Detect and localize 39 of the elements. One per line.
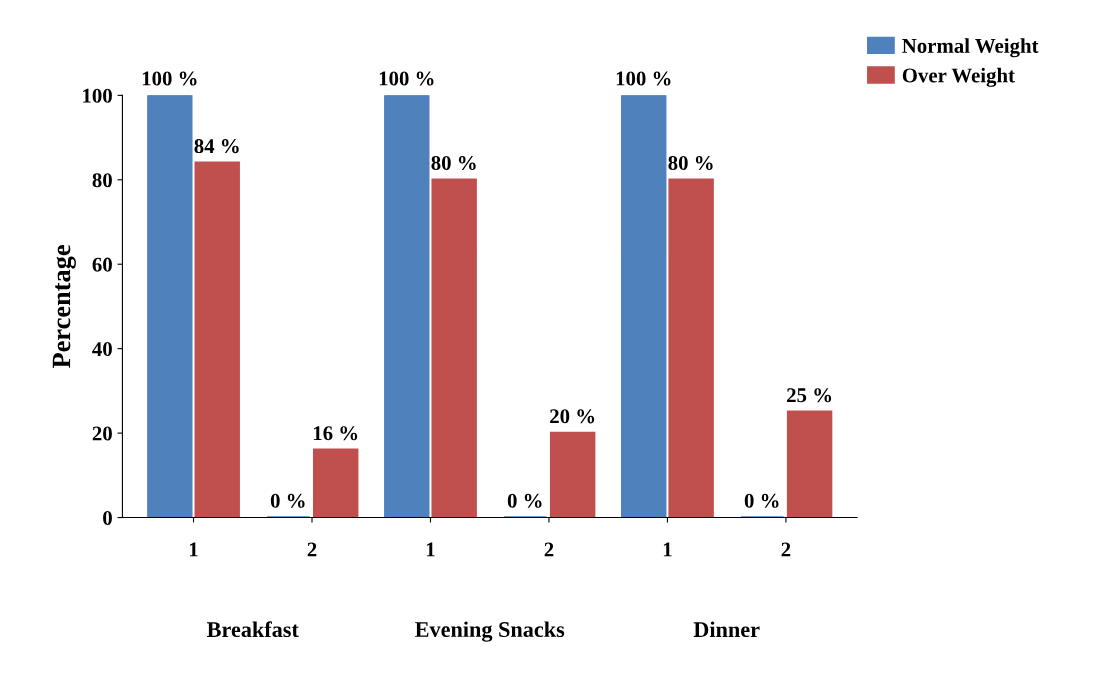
bar [147, 95, 193, 518]
bar [621, 95, 667, 518]
bar [431, 178, 477, 518]
bar [668, 178, 714, 518]
legend-label: Over Weight [902, 67, 1015, 87]
data-label: 84 % [194, 139, 239, 154]
text: Evening Snacks [415, 621, 565, 642]
text: Breakfast [207, 621, 299, 638]
data-label: 80 % [431, 155, 476, 171]
y-tick-label: 80 [92, 173, 112, 188]
data-label: 0 % [507, 493, 542, 508]
x-tick-label: 2 [544, 542, 554, 557]
bar [194, 161, 240, 518]
x-tick-label: 1 [426, 542, 435, 557]
data-label: 0 % [744, 493, 779, 508]
data-label: 100 % [379, 71, 434, 86]
x-tick-label: 2 [781, 542, 791, 557]
y-tick-label: 40 [92, 342, 112, 357]
data-label: 80 % [668, 155, 713, 171]
y-axis-title: Percentage [52, 245, 76, 369]
data-label: 16 % [313, 426, 358, 441]
bar [549, 431, 596, 518]
data-label: 20 % [550, 409, 595, 424]
y-tick-label: 20 [92, 426, 112, 441]
legend-label: Normal Weight [902, 38, 1039, 58]
bar [786, 410, 833, 518]
data-label: 25 % [787, 388, 832, 403]
x-tick-label: 1 [663, 542, 672, 557]
data-label: 100 % [616, 71, 671, 86]
y-tick-label: 100 [83, 88, 112, 103]
bar [312, 448, 359, 518]
x-tick-label: 2 [307, 542, 317, 557]
bar [384, 95, 430, 518]
x-tick-label: 1 [189, 542, 198, 557]
data-label: 0 % [270, 493, 305, 508]
y-tick-label: 0 [103, 510, 112, 525]
y-tick-label: 60 [92, 257, 112, 272]
data-label: 100 % [142, 71, 197, 86]
text: Dinner [693, 621, 760, 638]
